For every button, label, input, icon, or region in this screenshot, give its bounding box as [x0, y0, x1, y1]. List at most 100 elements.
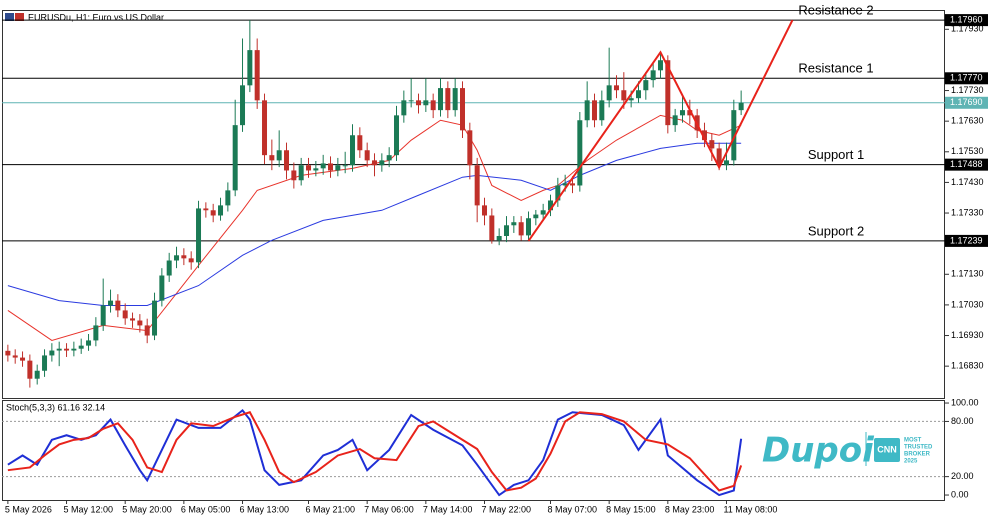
symbol-icon: [5, 13, 24, 21]
candle-body: [386, 155, 392, 161]
candle-body: [408, 100, 414, 102]
level-box: [945, 158, 988, 171]
candle-body: [657, 60, 663, 71]
candle-body: [342, 165, 348, 167]
badge-box: [874, 438, 900, 462]
candle-body: [86, 340, 92, 346]
level-value: 1.17239: [950, 235, 983, 245]
moving-average: [7, 142, 742, 307]
tagline: MOST: [904, 438, 922, 444]
level-name: Support 1: [808, 147, 864, 162]
candle-body: [555, 185, 561, 201]
candle-body: [5, 350, 11, 356]
candle-body: [518, 222, 524, 236]
candle-body: [394, 115, 400, 156]
candle-body: [628, 98, 634, 101]
x-tick-label: 7 May 22:00: [481, 504, 531, 514]
candle-body: [635, 90, 641, 99]
x-tick-label: 7 May 14:00: [423, 504, 473, 514]
chart-title: EURUSDu, H1: Euro vs US Dollar: [28, 12, 164, 22]
candle-body: [672, 115, 678, 126]
candle-body: [12, 355, 18, 358]
candle-body: [27, 360, 33, 379]
candle-body: [78, 345, 84, 349]
level-box: [945, 96, 988, 109]
candle-body: [188, 258, 194, 263]
candle-body: [122, 310, 128, 319]
candle-body: [269, 155, 275, 161]
candle-body: [540, 210, 546, 215]
candle-body: [20, 357, 26, 361]
y-tick-label: 1.16930: [951, 330, 984, 340]
x-tick-label: 8 May 23:00: [665, 504, 715, 514]
y-tick-label: 80.00: [951, 416, 974, 426]
candle-body: [240, 85, 246, 126]
candle-body: [306, 165, 312, 171]
level-value: 1.17690: [950, 97, 983, 107]
candle-body: [196, 208, 202, 263]
candle-body: [276, 150, 282, 161]
candle-body: [218, 205, 224, 216]
candle-body: [159, 275, 165, 301]
level-value: 1.17770: [950, 73, 983, 83]
candle-body: [93, 325, 99, 341]
candle-body: [562, 183, 568, 186]
x-tick-label: 8 May 07:00: [547, 504, 597, 514]
candle-body: [591, 100, 597, 121]
x-tick-label: 6 May 13:00: [240, 504, 290, 514]
candle-body: [613, 85, 619, 91]
candle-body: [489, 215, 495, 241]
candle-body: [357, 135, 363, 151]
candle-body: [547, 200, 553, 211]
candle-body: [731, 110, 737, 161]
level-name: Resistance 2: [798, 3, 873, 18]
candle-body: [665, 60, 671, 126]
candle-body: [379, 160, 385, 166]
icon-part: [15, 13, 24, 21]
candle-body: [137, 320, 143, 326]
x-tick-label: 5 May 2026: [5, 504, 52, 514]
level-name: Resistance 1: [798, 61, 873, 76]
y-tick-label: 1.17930: [951, 24, 984, 34]
candle-body: [108, 300, 114, 306]
candle-body: [34, 370, 40, 379]
candle-body: [481, 205, 487, 216]
stoch-line: [7, 408, 743, 497]
y-tick-label: 1.17630: [951, 116, 984, 126]
level-box: [945, 14, 988, 27]
candle-body: [320, 163, 326, 169]
candle-body: [525, 218, 531, 236]
candle-body: [372, 160, 378, 166]
candle-body: [445, 88, 451, 111]
candle-body: [679, 110, 685, 116]
watermark: Dupoin CNN MOST TRUSTED BROKER 2025: [762, 431, 933, 471]
y-tick-label: 1.17430: [951, 177, 984, 187]
y-tick-label: 1.17130: [951, 269, 984, 279]
candle-body: [130, 318, 136, 321]
candle-body: [56, 348, 62, 351]
candle-body: [254, 50, 260, 101]
main-panel: [2, 10, 945, 399]
candle-body: [460, 88, 466, 131]
level-box: [945, 72, 988, 85]
candle-body: [584, 100, 590, 121]
candle-body: [467, 130, 473, 166]
tagline: BROKER: [904, 452, 931, 458]
y-tick-label: 1.17730: [951, 85, 984, 95]
candle-body: [298, 165, 304, 181]
level-value: 1.17488: [950, 159, 983, 169]
candle-body: [262, 100, 268, 156]
candle-body: [49, 350, 55, 356]
candle-body: [533, 214, 539, 219]
candle-body: [606, 85, 612, 101]
tagline: TRUSTED: [904, 445, 933, 451]
candle-body: [284, 150, 290, 171]
candle-body: [723, 160, 729, 166]
candle-body: [474, 165, 480, 206]
candle-body: [42, 355, 48, 371]
level-box: [945, 234, 988, 247]
candle-body: [232, 125, 238, 191]
y-tick-label: 1.17530: [951, 146, 984, 156]
y-tick-label: 100.00: [951, 397, 979, 407]
candle-body: [511, 222, 517, 226]
